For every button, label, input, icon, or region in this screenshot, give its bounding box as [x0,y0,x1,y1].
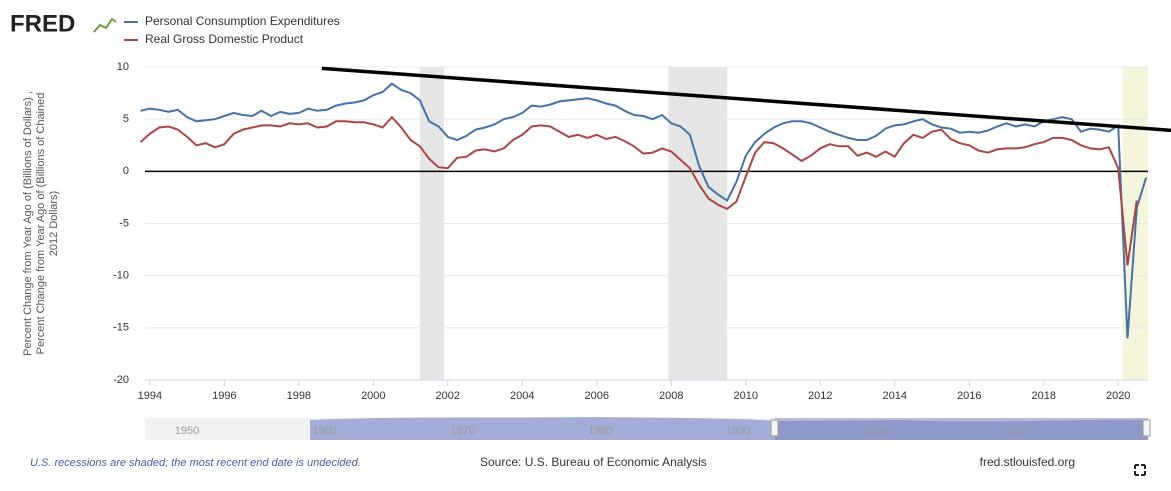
logo: FRED [10,10,75,37]
navigator-label: 2010 [1002,425,1026,437]
y-axis-label-line: Percent Change from Year Ago of (Billion… [35,93,47,355]
navigator-label: 2000 [864,425,888,437]
fullscreen-icon[interactable] [1134,464,1146,476]
x-tick-label: 1998 [287,390,311,402]
x-tick-label: 2020 [1106,390,1130,402]
legend-label: Personal Consumption Expenditures [145,14,340,28]
navigator-label: 1980 [588,425,612,437]
x-tick-label: 2018 [1031,390,1055,402]
source: Source: U.S. Bureau of Economic Analysis [480,455,707,469]
note: U.S. recessions are shaded; the most rec… [30,457,361,469]
trend-line [321,66,1171,133]
series-line [139,115,1138,266]
logo-icon [93,17,117,33]
navigator-label: 1960 [313,425,337,437]
y-tick-label: -5 [119,217,129,229]
y-axis-label-line: 2012 Dollars) [48,191,60,256]
y-tick-label: 10 [117,61,129,73]
navigator-selection[interactable] [775,418,1148,440]
x-tick-label: 2008 [659,390,683,402]
x-tick-label: 2004 [510,390,534,402]
y-tick-label: 0 [123,165,129,177]
y-tick-label: -20 [113,374,129,386]
navigator-label: 1970 [450,425,474,437]
y-axis-label-line: Percent Change from Year Ago of (Billion… [22,91,34,356]
x-tick-label: 1996 [212,390,236,402]
y-tick-label: 5 [123,113,129,125]
navigator-label: 1990 [726,425,750,437]
y-axis-label: Percent Change from Year Ago of (Billion… [22,91,60,356]
x-tick-label: 2002 [436,390,460,402]
plot [139,66,1148,386]
series-line [140,82,1148,339]
x-tick-label: 2012 [808,390,832,402]
x-tick-label: 2014 [882,390,906,402]
y-tick-label: -15 [113,322,129,334]
navigator-handle[interactable] [1142,419,1151,437]
navigator-label: 1950 [175,425,199,437]
x-tick-label: 2010 [734,390,758,402]
x-tick-label: 2016 [957,390,981,402]
x-tick-label: 2006 [585,390,609,402]
x-tick-label: 1994 [138,390,162,402]
y-tick-label: -10 [113,270,129,282]
site[interactable]: fred.stlouisfed.org [980,455,1075,469]
legend-label: Real Gross Domestic Product [145,32,304,46]
navigator-handle[interactable] [770,419,779,437]
x-tick-label: 2000 [361,390,385,402]
